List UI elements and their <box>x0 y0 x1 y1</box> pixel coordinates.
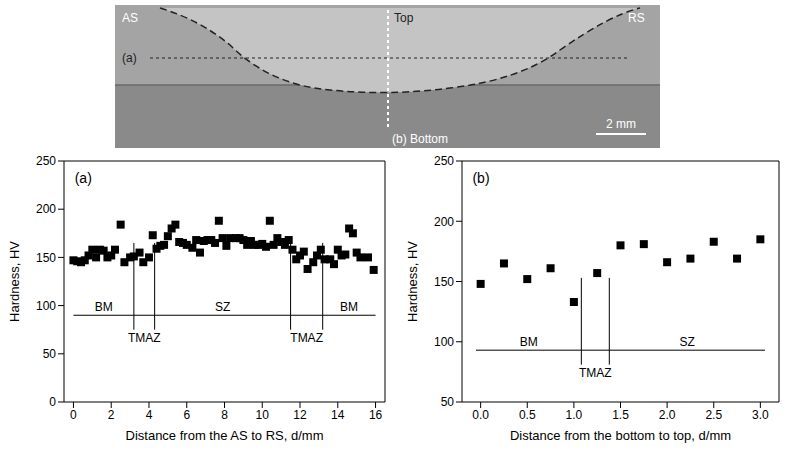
svg-text:0: 0 <box>70 408 77 422</box>
svg-text:TMAZ: TMAZ <box>579 366 612 380</box>
svg-text:150: 150 <box>434 275 454 289</box>
svg-text:200: 200 <box>36 202 56 216</box>
svg-text:(b): (b) <box>472 170 489 186</box>
svg-text:100: 100 <box>36 299 56 313</box>
svg-text:BM: BM <box>520 335 538 349</box>
svg-text:2.5: 2.5 <box>705 408 722 422</box>
svg-text:100: 100 <box>434 335 454 349</box>
svg-text:14: 14 <box>331 408 345 422</box>
svg-text:0: 0 <box>49 395 56 409</box>
svg-text:1.5: 1.5 <box>612 408 629 422</box>
svg-text:SZ: SZ <box>215 300 230 314</box>
svg-text:2: 2 <box>108 408 115 422</box>
svg-text:TMAZ: TMAZ <box>290 331 323 345</box>
svg-text:250: 250 <box>36 154 56 168</box>
svg-text:8: 8 <box>221 408 228 422</box>
svg-text:Distance from the AS to RS, d/: Distance from the AS to RS, d/mm <box>126 428 324 443</box>
svg-text:150: 150 <box>36 251 56 265</box>
svg-text:6: 6 <box>183 408 190 422</box>
svg-text:2.0: 2.0 <box>659 408 676 422</box>
svg-text:RS: RS <box>628 11 645 25</box>
svg-text:TMAZ: TMAZ <box>128 331 161 345</box>
svg-text:0.0: 0.0 <box>472 408 489 422</box>
svg-text:12: 12 <box>293 408 307 422</box>
svg-text:(b) Bottom: (b) Bottom <box>392 132 448 146</box>
svg-text:SZ: SZ <box>679 335 694 349</box>
svg-text:4: 4 <box>146 408 153 422</box>
svg-text:Top: Top <box>394 11 414 25</box>
svg-text:50: 50 <box>43 347 57 361</box>
svg-text:250: 250 <box>434 154 454 168</box>
svg-text:AS: AS <box>122 11 138 25</box>
svg-text:Hardness, HV: Hardness, HV <box>7 241 22 322</box>
svg-text:2 mm: 2 mm <box>606 117 636 131</box>
svg-text:(a): (a) <box>75 170 92 186</box>
svg-text:Hardness, HV: Hardness, HV <box>405 241 420 322</box>
svg-text:BM: BM <box>340 300 358 314</box>
svg-text:BM: BM <box>95 300 113 314</box>
svg-text:16: 16 <box>369 408 383 422</box>
svg-text:3.0: 3.0 <box>752 408 769 422</box>
svg-text:(a): (a) <box>122 51 137 65</box>
svg-text:50: 50 <box>441 395 455 409</box>
svg-text:1.0: 1.0 <box>566 408 583 422</box>
svg-text:200: 200 <box>434 215 454 229</box>
svg-text:0.5: 0.5 <box>519 408 536 422</box>
svg-text:Distance from the bottom to to: Distance from the bottom to top, d/mm <box>510 428 731 443</box>
svg-text:10: 10 <box>256 408 270 422</box>
